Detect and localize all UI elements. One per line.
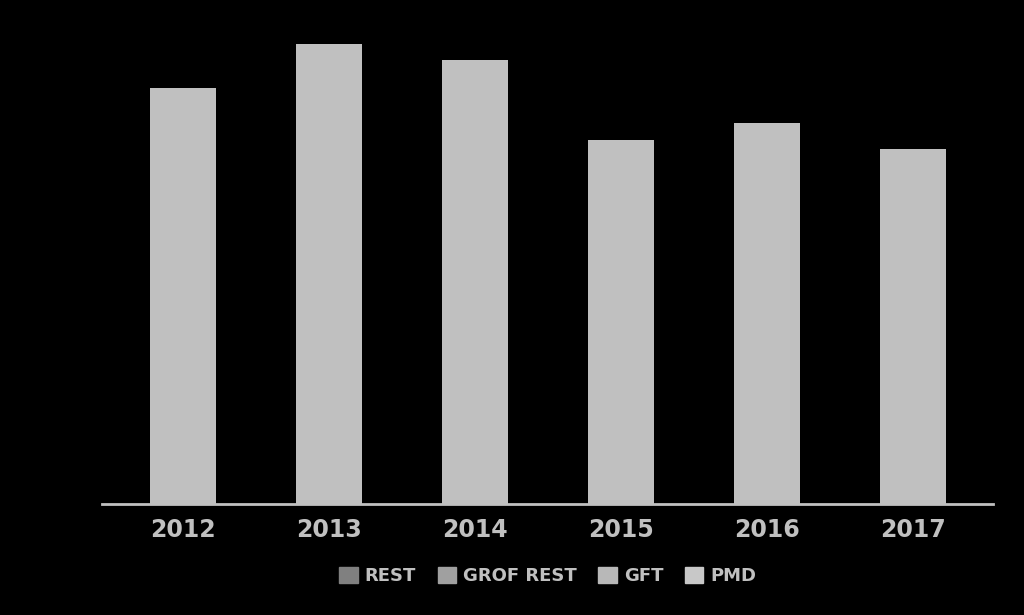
Legend: REST, GROF REST, GFT, PMD: REST, GROF REST, GFT, PMD	[332, 560, 764, 592]
Bar	[442, 60, 508, 504]
Bar	[880, 149, 946, 504]
Bar	[296, 44, 361, 504]
Bar	[150, 88, 216, 504]
Bar	[734, 122, 800, 504]
Bar	[588, 140, 653, 504]
